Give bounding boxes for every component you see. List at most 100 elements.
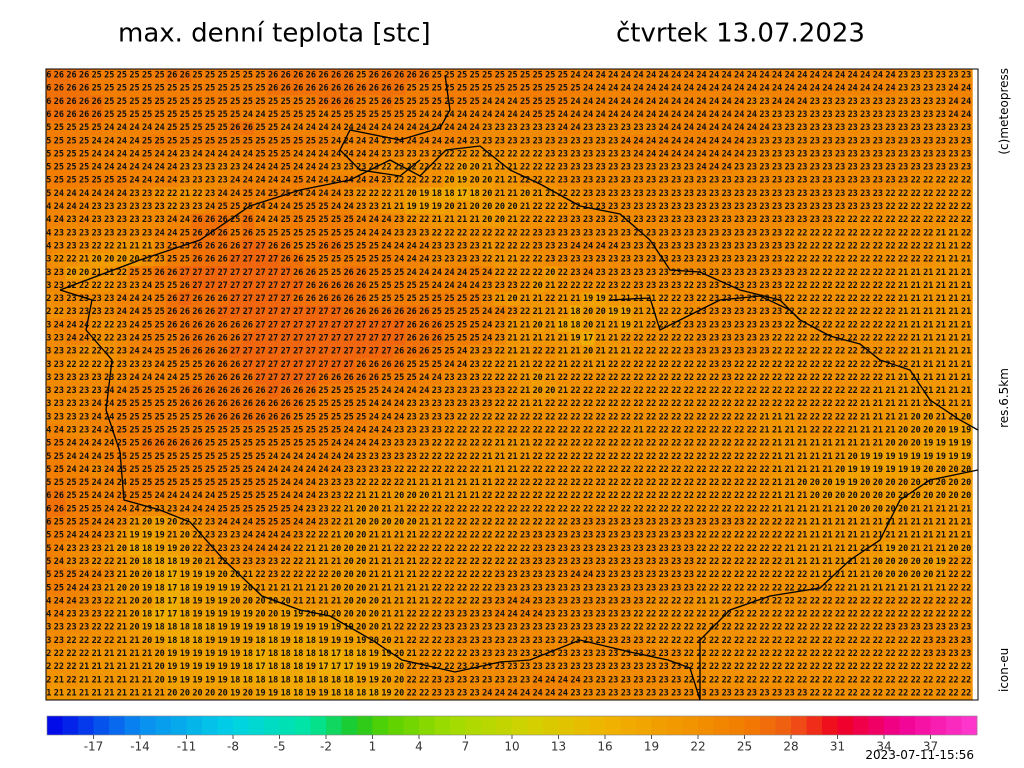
cell-value: 24 xyxy=(129,347,139,357)
cell-value: 25 xyxy=(167,386,177,396)
cell-value: 22 xyxy=(797,307,807,317)
cell-value: 21 xyxy=(873,412,883,422)
cell-value: 23 xyxy=(646,281,656,291)
cell-value: 25 xyxy=(192,426,202,436)
cell-value: 21 xyxy=(444,215,454,225)
cell-value: 25 xyxy=(167,123,177,133)
cell-value: 23 xyxy=(659,202,669,212)
cell xyxy=(758,82,772,96)
cell-value: 22 xyxy=(482,360,492,370)
cell xyxy=(531,82,545,96)
cell-value: 25 xyxy=(117,426,127,436)
cell-value: 21 xyxy=(948,281,958,291)
cell-value: 24 xyxy=(369,228,379,238)
cell-value: 25 xyxy=(268,228,278,238)
cell-value: 25 xyxy=(167,399,177,409)
cell-value: 22 xyxy=(848,399,858,409)
cell-value: 20 xyxy=(848,491,858,501)
cell-value: 23 xyxy=(117,215,127,225)
cell-value: 23 xyxy=(734,189,744,199)
cell-value: 22 xyxy=(394,176,404,186)
cell-value: 23 xyxy=(583,123,593,133)
cell-value: 27 xyxy=(205,268,215,278)
cell-value: 25 xyxy=(79,491,89,501)
cell-value: 23 xyxy=(470,136,480,146)
cell-value: 22 xyxy=(659,333,669,343)
cell-value: 23 xyxy=(596,149,606,159)
cell-value: 22 xyxy=(848,373,858,383)
cell xyxy=(607,82,620,96)
cell-value: 22 xyxy=(104,347,114,357)
cell-value: 21 xyxy=(608,347,618,357)
cell-value: 21 xyxy=(507,176,517,186)
cell-value: 22 xyxy=(381,478,391,488)
cell-value: 23 xyxy=(747,294,757,304)
cell-value: 27 xyxy=(268,347,278,357)
cell-value: 26 xyxy=(192,399,202,409)
cell-value: 23 xyxy=(482,347,492,357)
cell-value: 23 xyxy=(432,149,442,159)
cell-value: 23 xyxy=(482,386,492,396)
cell-value: 22 xyxy=(747,465,757,475)
cell-value: 23 xyxy=(205,189,215,199)
cell-value: 23 xyxy=(772,189,782,199)
cell-value: 26 xyxy=(218,255,228,265)
cell-value: 23 xyxy=(344,465,354,475)
cell-value: 20 xyxy=(470,176,480,186)
cell-value: 22 xyxy=(860,373,870,383)
cell-value: 22 xyxy=(873,228,883,238)
cell-value: 26 xyxy=(293,71,303,81)
cell-value: 23 xyxy=(722,360,732,370)
cell-value: 25 xyxy=(419,360,429,370)
cell-value: 23 xyxy=(596,268,606,278)
cell-value: 25 xyxy=(394,294,404,304)
cell-value: 27 xyxy=(243,294,253,304)
cell xyxy=(745,82,759,96)
cell-value: 27 xyxy=(331,360,341,370)
cell-value: 21 xyxy=(898,386,908,396)
cell-value: 23 xyxy=(470,360,480,370)
cell-value: 22 xyxy=(696,504,706,514)
cell-value: 25 xyxy=(129,465,139,475)
cell xyxy=(191,95,205,109)
cell-value: 25 xyxy=(192,97,202,107)
cell-value: 21 xyxy=(495,465,505,475)
cell-value: 24 xyxy=(659,84,669,94)
cell-value: 23 xyxy=(684,189,694,199)
cell-value: 22 xyxy=(633,478,643,488)
cell-value: 24 xyxy=(268,163,278,173)
cell-value: 23 xyxy=(129,360,139,370)
cell-value: 22 xyxy=(381,189,391,199)
cell-value: 24 xyxy=(167,373,177,383)
cell-value: 23 xyxy=(722,189,732,199)
cell-value: 24 xyxy=(117,189,127,199)
cell xyxy=(191,69,205,83)
cell-value: 24 xyxy=(596,71,606,81)
cell-value: 23 xyxy=(633,176,643,186)
cell-value: 25 xyxy=(129,439,139,449)
cell xyxy=(518,69,532,83)
cell-value: 22 xyxy=(747,439,757,449)
cell-value: 23 xyxy=(671,268,681,278)
cell-value: 21 xyxy=(457,202,467,212)
cell xyxy=(833,69,847,83)
cell-value: 23 xyxy=(646,176,656,186)
cell-value: 23 xyxy=(608,123,618,133)
cell-value: 27 xyxy=(306,347,316,357)
cell-value: 26 xyxy=(344,373,354,383)
cell-value: 23 xyxy=(898,97,908,107)
cell-value: 25 xyxy=(293,202,303,212)
cell-value: 22 xyxy=(797,386,807,396)
cell-value: 23 xyxy=(709,333,719,343)
cell-value: 22 xyxy=(659,399,669,409)
cell-value: 23 xyxy=(684,176,694,186)
cell-value: 25 xyxy=(230,452,240,462)
cell-value: 24 xyxy=(268,202,278,212)
cell-value: 19 xyxy=(835,478,845,488)
cell-value: 22 xyxy=(835,215,845,225)
cell-value: 22 xyxy=(495,504,505,514)
cell-value: 26 xyxy=(205,347,215,357)
cell-value: 27 xyxy=(369,333,379,343)
cell-value: 26 xyxy=(331,294,341,304)
cell-value: 22 xyxy=(608,426,618,436)
